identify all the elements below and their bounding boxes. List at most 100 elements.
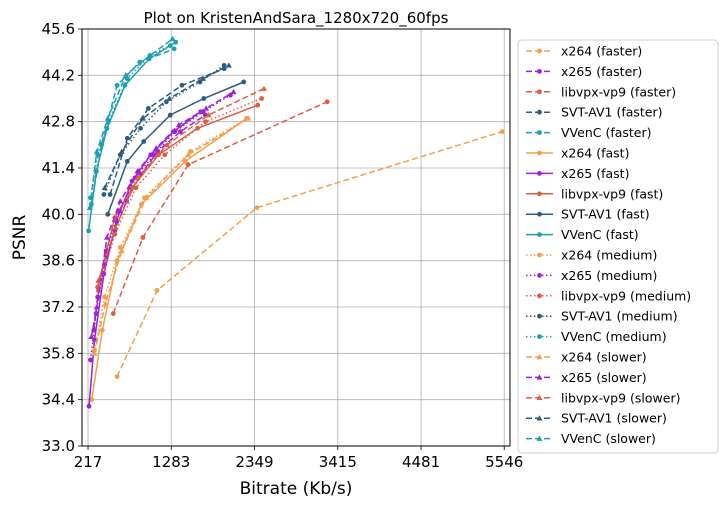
- y-axis-label: PSNR: [10, 215, 30, 261]
- series: [91, 115, 252, 356]
- data-point: [145, 106, 151, 111]
- legend-item: x264 (medium): [526, 248, 657, 263]
- data-point: [88, 357, 93, 363]
- legend-label: x264 (fast): [561, 146, 629, 161]
- series-line: [103, 64, 230, 189]
- series: [101, 63, 227, 197]
- series-line: [92, 114, 206, 331]
- data-point: [102, 294, 108, 300]
- data-point: [203, 105, 210, 111]
- legend-item: libvpx-vp9 (faster): [526, 84, 676, 99]
- data-point: [324, 99, 330, 105]
- data-point: [179, 82, 185, 88]
- data-point: [112, 224, 119, 230]
- data-point: [175, 121, 182, 128]
- legend-item: SVT-AV1 (faster): [526, 105, 663, 120]
- legend-label: libvpx-vp9 (faster): [561, 84, 676, 99]
- data-point: [86, 204, 93, 210]
- data-point: [162, 152, 168, 158]
- legend-item: x264 (fast): [526, 146, 629, 161]
- series-line: [112, 101, 328, 314]
- data-point: [537, 171, 542, 176]
- series-line: [116, 130, 503, 377]
- legend-label: x265 (medium): [561, 268, 657, 283]
- series: [95, 102, 261, 290]
- series-line: [97, 97, 262, 291]
- data-point: [88, 333, 95, 340]
- data-point: [200, 75, 207, 81]
- data-point: [254, 205, 260, 211]
- data-point: [259, 96, 265, 101]
- legend-label: VVenC (medium): [561, 329, 667, 344]
- data-point: [537, 334, 542, 339]
- series: [89, 115, 250, 403]
- data-point: [537, 69, 542, 74]
- data-point: [185, 151, 192, 158]
- data-point: [151, 152, 157, 158]
- legend-item: SVT-AV1 (slower): [526, 411, 667, 426]
- legend-item: SVT-AV1 (fast): [526, 207, 650, 222]
- data-point: [93, 304, 100, 310]
- data-point: [102, 300, 109, 306]
- y-tick-label: 40.0: [42, 205, 75, 223]
- data-point: [537, 211, 542, 217]
- y-tick-label: 44.2: [42, 66, 75, 84]
- data-point: [101, 184, 108, 191]
- data-point: [537, 109, 542, 115]
- legend-label: x264 (medium): [561, 248, 657, 263]
- series: [95, 85, 267, 283]
- data-point: [201, 96, 207, 101]
- data-point: [167, 112, 173, 118]
- data-point: [167, 43, 173, 48]
- data-point: [153, 145, 160, 151]
- legend-item: x265 (slower): [526, 370, 647, 385]
- data-point: [101, 192, 107, 197]
- series-line: [97, 87, 265, 281]
- data-point: [99, 327, 105, 333]
- y-tick-label: 41.4: [42, 159, 75, 177]
- data-point: [117, 208, 122, 214]
- grid: [82, 28, 510, 447]
- chart-title: Plot on KristenAndSara_1280x720_60fps: [144, 9, 449, 28]
- y-tick-label: 42.8: [42, 113, 75, 131]
- legend-item: VVenC (medium): [526, 329, 667, 344]
- x-tick-label: 3415: [319, 453, 357, 471]
- series: [107, 66, 227, 197]
- legend-label: VVenC (slower): [561, 431, 656, 446]
- data-point: [171, 46, 177, 52]
- data-point: [117, 198, 124, 204]
- data-point: [537, 252, 542, 258]
- data-point: [537, 313, 542, 319]
- y-tick-label: 35.8: [42, 344, 75, 362]
- data-point: [166, 95, 173, 101]
- legend-item: libvpx-vp9 (medium): [526, 288, 691, 303]
- legend-item: VVenC (faster): [526, 125, 652, 140]
- series: [105, 79, 247, 217]
- data-point: [122, 72, 129, 78]
- data-point: [146, 52, 153, 58]
- data-point: [95, 277, 102, 283]
- data-point: [140, 235, 146, 240]
- data-point: [178, 129, 183, 134]
- axes-frame: [81, 28, 511, 447]
- data-point: [139, 115, 146, 121]
- data-point: [537, 130, 542, 136]
- data-point: [110, 311, 116, 317]
- series-line: [107, 81, 244, 215]
- series-line: [89, 38, 174, 208]
- data-point: [536, 354, 543, 360]
- y-tick-label: 37.2: [42, 298, 75, 316]
- legend-label: libvpx-vp9 (medium): [561, 288, 691, 303]
- legend-item: x264 (slower): [526, 350, 647, 365]
- y-tick-label: 34.4: [42, 391, 75, 409]
- legend: x264 (faster) x265 (faster) libvpx-vp9 (fa…: [517, 39, 719, 454]
- data-point: [536, 415, 543, 421]
- series-line: [87, 41, 177, 231]
- data-point: [255, 102, 261, 108]
- data-point: [537, 48, 542, 54]
- legend-label: SVT-AV1 (faster): [561, 105, 663, 120]
- series: [88, 88, 237, 340]
- legend-item: SVT-AV1 (medium): [526, 309, 678, 324]
- data-point: [536, 394, 543, 401]
- data-point: [537, 150, 542, 156]
